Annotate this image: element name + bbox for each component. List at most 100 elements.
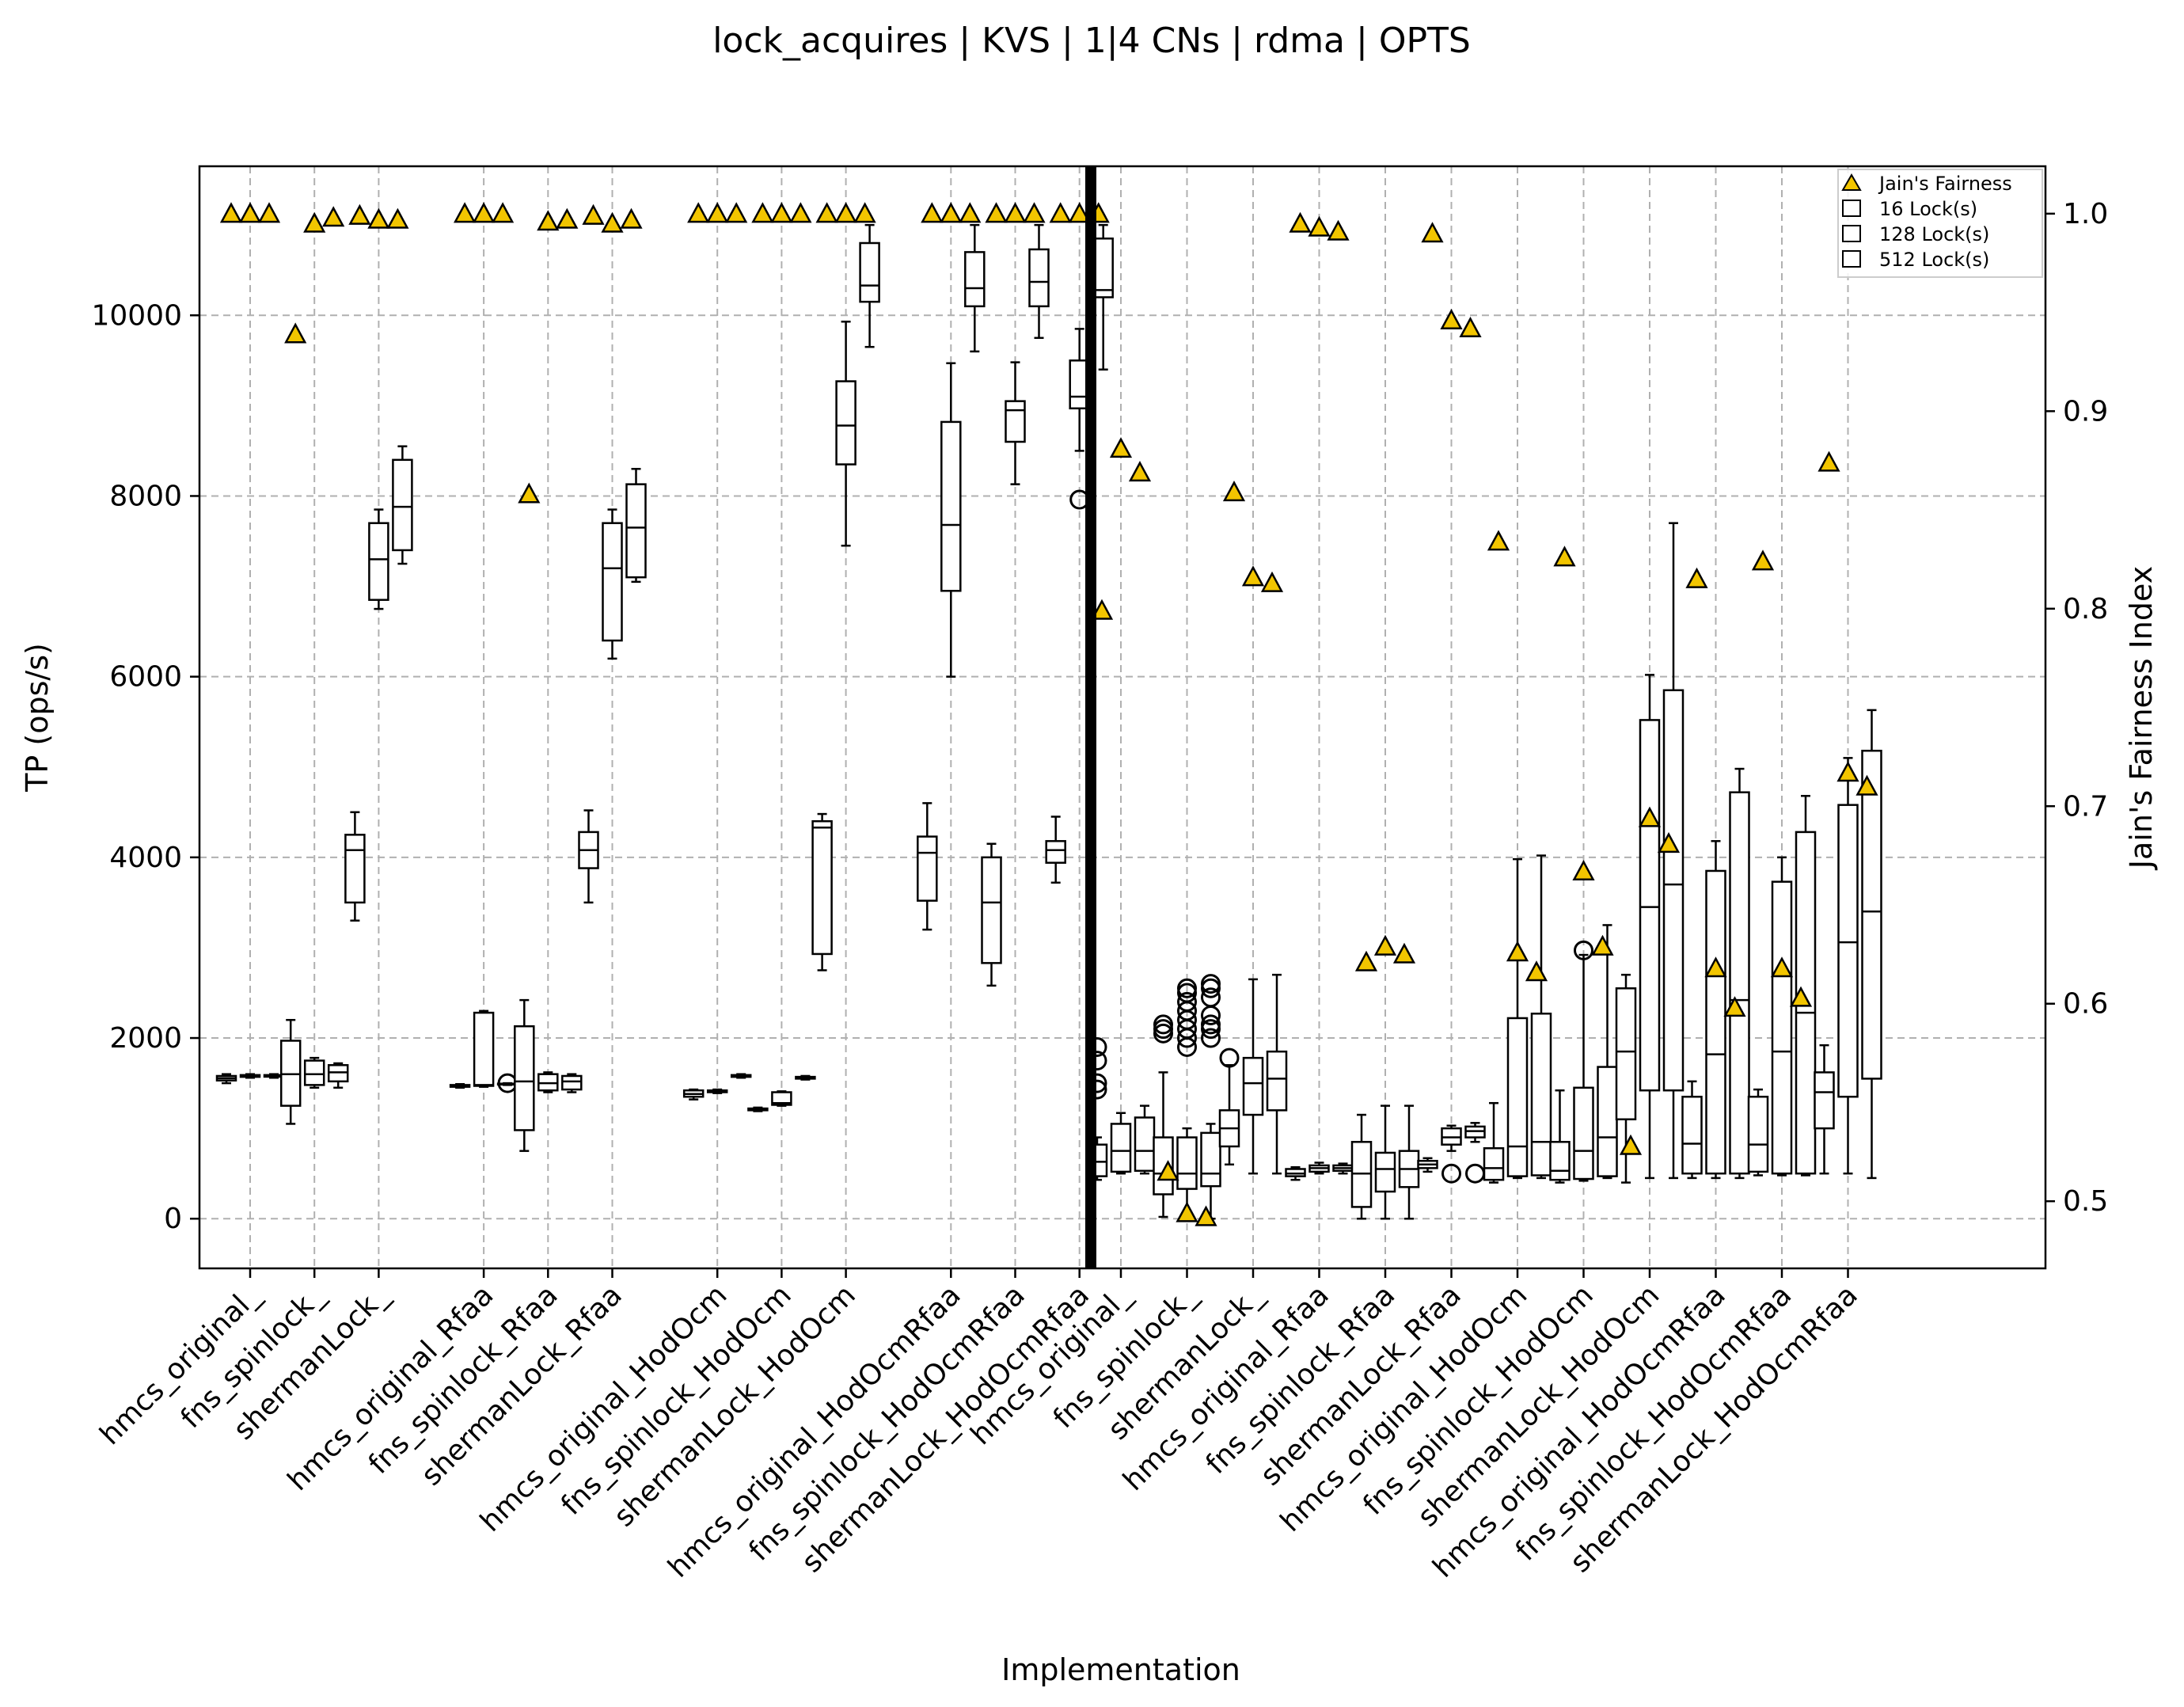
chart-title: lock_acquires | KVS | 1|4 CNs | rdma | O… (712, 21, 1471, 61)
y-tick-label: 8000 (109, 480, 182, 512)
fairness-marker (1704, 956, 1727, 978)
fairness-marker (770, 202, 793, 223)
x-axis-label: Implementation (1001, 1652, 1240, 1687)
fairness-marker (303, 211, 326, 233)
fairness-marker (1487, 530, 1510, 551)
y-axis-label: TP (ops/s) (20, 643, 55, 793)
box-iqr (1134, 1116, 1156, 1173)
y2-tick-label: 0.8 (2063, 593, 2108, 625)
y2-tick-label: 0.7 (2063, 790, 2108, 823)
box-outlier (1177, 978, 1197, 998)
legend-marker-box (1842, 200, 1861, 217)
legend-marker-box (1842, 250, 1861, 268)
box-iqr (473, 1011, 495, 1087)
box-iqr (1705, 869, 1726, 1175)
box-outlier (1465, 1163, 1485, 1184)
fairness-marker (687, 202, 710, 223)
box-iqr (1374, 1151, 1396, 1193)
box-iqr (1861, 749, 1882, 1080)
box-iqr (981, 856, 1002, 964)
fairness-marker (789, 202, 812, 223)
fairness-marker (1109, 437, 1133, 458)
fairness-marker (1770, 956, 1794, 978)
box-plots (215, 223, 1882, 1220)
fairness-marker (985, 202, 1008, 223)
fairness-marker (1553, 546, 1576, 567)
box-outlier (1441, 1163, 1461, 1184)
fairness-marker (1308, 215, 1331, 237)
box-outlier (1574, 940, 1593, 960)
fairness-marker (959, 202, 982, 223)
box-iqr (940, 420, 962, 592)
fairness-marker (1004, 202, 1027, 223)
fairness-marker (815, 202, 838, 223)
legend-entry: 128 Lock(s) (1879, 223, 1989, 245)
fairness-marker (386, 207, 409, 229)
y-tick-label: 2000 (109, 1022, 182, 1055)
fairness-marker (1638, 806, 1662, 827)
fairness-marker (1392, 942, 1416, 964)
fairness-marker (1817, 451, 1840, 472)
box-iqr (1615, 987, 1637, 1120)
fairness-marker (1049, 202, 1072, 223)
fairness-marker (1327, 219, 1350, 241)
y2-tick-label: 1.0 (2063, 198, 2108, 230)
fairness-marker (940, 202, 963, 223)
fairness-marker (921, 202, 944, 223)
box-iqr (561, 1074, 583, 1091)
box-iqr (1597, 1066, 1618, 1177)
fairness-marker (601, 211, 624, 233)
box-iqr (771, 1091, 792, 1106)
fairness-marker (1157, 1160, 1179, 1181)
fairness-marker (238, 202, 262, 223)
box-iqr (1639, 719, 1661, 1092)
y-tick-label: 0 (164, 1203, 182, 1235)
box-iqr (859, 241, 880, 303)
fairness-marker (1525, 960, 1548, 982)
box-iqr (1814, 1071, 1835, 1130)
fairness-marker (1354, 950, 1378, 971)
plot-frame (198, 165, 2047, 1270)
legend: Jain's Fairness 16 Lock(s) 128 Lock(s) 512 … (1837, 169, 2043, 278)
box-iqr (368, 522, 389, 601)
y2-tick-label: 0.6 (2063, 988, 2108, 1021)
box-iqr (602, 522, 623, 642)
legend-marker-fairness (1841, 173, 1862, 191)
fairness-marker (454, 202, 477, 223)
legend-entry: 512 Lock(s) (1879, 249, 1989, 271)
box-iqr (1266, 1050, 1288, 1112)
fairness-marker (348, 203, 371, 225)
y-axis-right: 0.5 0.6 0.7 0.8 0.9 1.0 (2045, 198, 2108, 1218)
fairness-marker (1506, 941, 1529, 962)
box-iqr (1045, 840, 1066, 864)
box-outlier (1201, 974, 1221, 994)
box-iqr (1483, 1146, 1505, 1181)
box-outlier (1201, 987, 1221, 1008)
box-iqr (1530, 1012, 1552, 1177)
fairness-marker (1421, 222, 1444, 243)
box-iqr (1092, 238, 1114, 298)
fairness-marker (853, 202, 876, 223)
fairness-marker (1068, 202, 1091, 223)
fairness-marker (473, 202, 496, 223)
x-tick-label: shermanLock_HodOcmRfaa (796, 1279, 1096, 1579)
box-iqr (1005, 400, 1026, 443)
fairness-marker (537, 210, 560, 231)
fairness-marker (219, 202, 243, 223)
box-outlier (1177, 991, 1197, 1012)
fairness-marker (322, 206, 345, 227)
x-axis: hmcs_original_fns_spinlock_shermanLock_h… (94, 1268, 1864, 1584)
fairness-marker (367, 207, 390, 229)
box-iqr (1837, 804, 1859, 1098)
fairness-marker (1591, 934, 1614, 956)
fairness-marker (1789, 986, 1813, 1007)
box-outlier (1201, 1028, 1221, 1048)
fairness-marker (1260, 571, 1284, 592)
fairness-marker (1459, 316, 1482, 338)
fairness-marker (1195, 1205, 1217, 1226)
fairness-marker (706, 202, 729, 223)
y2-tick-label: 0.5 (2063, 1185, 2108, 1218)
box-iqr (1506, 1017, 1529, 1177)
fairness-marker (725, 202, 748, 223)
fairness-marker (1657, 832, 1681, 854)
